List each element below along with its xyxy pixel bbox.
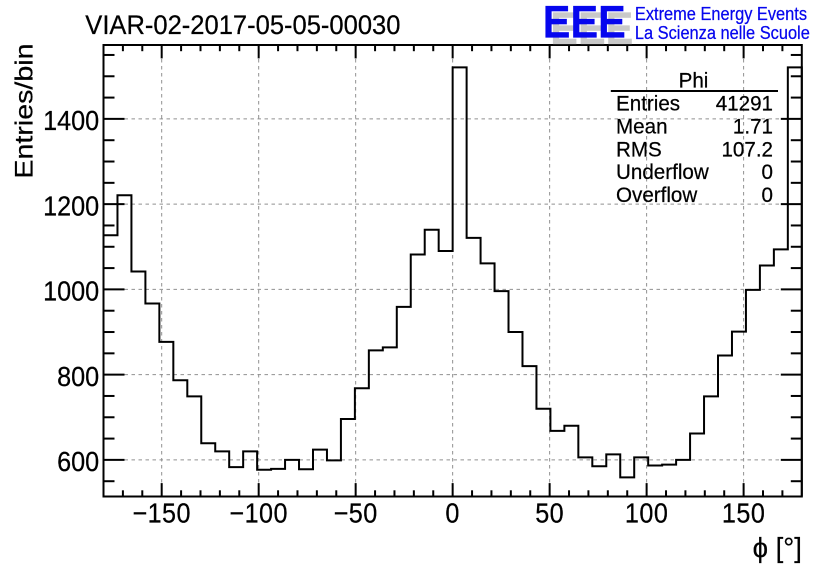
svg-text:Underflow: Underflow [616,161,710,184]
svg-text:1000: 1000 [43,275,99,306]
svg-text:Phi: Phi [679,69,709,92]
svg-text:800: 800 [57,361,99,392]
svg-text:Overflow: Overflow [616,184,698,207]
svg-text:Entries: Entries [616,92,680,115]
svg-text:1200: 1200 [43,190,99,221]
svg-text:Mean: Mean [616,115,668,138]
svg-text:1.71: 1.71 [733,115,773,138]
svg-text:50: 50 [535,497,564,528]
svg-text:−50: −50 [334,497,378,528]
svg-text:107.2: 107.2 [721,138,773,161]
svg-text:41291: 41291 [716,92,773,115]
svg-text:Extreme Energy Events: Extreme Energy Events [635,3,807,24]
svg-text:VIAR-02-2017-05-05-00030: VIAR-02-2017-05-05-00030 [85,9,400,40]
svg-text:0: 0 [445,497,459,528]
svg-text:ϕ [°]: ϕ [°] [753,532,802,563]
svg-text:100: 100 [625,497,668,528]
svg-text:La Scienza nelle Scuole: La Scienza nelle Scuole [635,22,810,43]
svg-text:RMS: RMS [616,138,662,161]
svg-text:0: 0 [762,161,773,184]
svg-text:−100: −100 [229,497,288,528]
svg-text:EEE: EEE [550,4,633,54]
svg-text:Entries/bin: Entries/bin [10,43,38,178]
svg-text:600: 600 [57,446,99,477]
svg-text:EEE: EEE [543,0,626,48]
svg-text:0: 0 [762,184,773,207]
svg-text:−150: −150 [132,497,191,528]
svg-text:150: 150 [722,497,765,528]
svg-text:1400: 1400 [43,105,99,136]
